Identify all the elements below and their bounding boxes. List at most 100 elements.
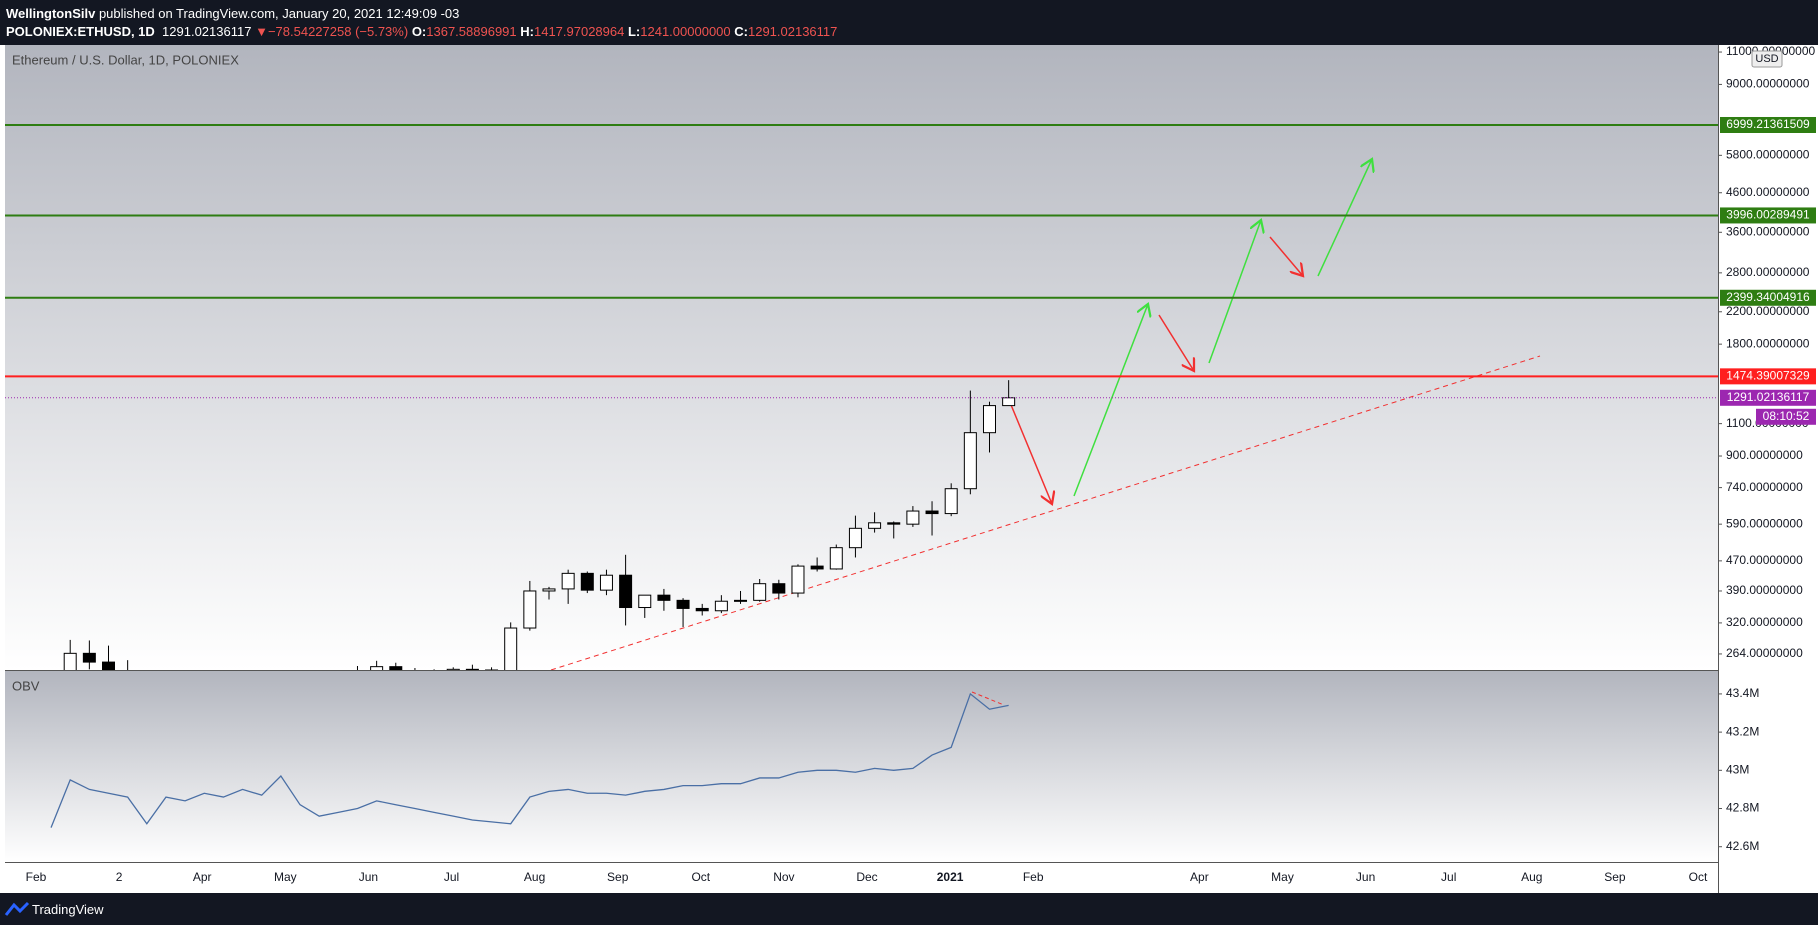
arrow: ▼ (255, 24, 268, 39)
y-tick-label: 42.8M (1726, 801, 1759, 815)
last: 1291.02136117 (162, 24, 252, 39)
last-price-label: 1291.02136117 (1727, 390, 1810, 404)
candle-body (638, 594, 652, 609)
candle-body (810, 565, 824, 570)
candle-body (561, 572, 575, 590)
x-tick-label: 2021 (937, 870, 964, 884)
y-tick-label: 1800.00000000 (1726, 336, 1810, 350)
y-tick-label: 740.00000000 (1726, 480, 1803, 494)
candle-body (465, 668, 479, 670)
candle-body (389, 666, 403, 670)
x-tick-label: Jun (1356, 870, 1375, 884)
candle-body (772, 583, 786, 594)
y-tick-label: 5800.00000000 (1726, 147, 1810, 161)
price-pane (5, 45, 1718, 670)
candle-body (944, 488, 958, 515)
level-label: 3996.00289491 (1726, 208, 1810, 222)
level-box (1720, 116, 1816, 133)
y-tick-label: 264.00000000 (1726, 646, 1803, 660)
x-tick-label: Apr (1190, 870, 1209, 884)
header: WellingtonSilv published on TradingView.… (0, 0, 1818, 45)
x-tick-label: Aug (1521, 870, 1542, 884)
arrow-down (1158, 314, 1194, 371)
l-label: L: (627, 24, 641, 39)
candle-body (676, 599, 690, 609)
candle-body (63, 652, 77, 670)
candle-body (887, 522, 901, 525)
x-tick-label: May (1271, 870, 1294, 884)
level-label: 6999.21361509 (1726, 117, 1810, 131)
candle-body (714, 600, 728, 612)
level-label: 2399.34004916 (1726, 290, 1810, 304)
change: −78.54227258 (−5.73%) (267, 24, 409, 39)
y-tick-label: 43.4M (1726, 686, 1759, 700)
arrow-up (1073, 304, 1148, 497)
candles (63, 380, 1016, 670)
y-tick-label: 3600.00000000 (1726, 224, 1810, 238)
countdown-box (1756, 408, 1816, 425)
candle-body (1002, 397, 1016, 407)
level-label: 1474.39007329 (1726, 369, 1810, 383)
c-label: C: (734, 24, 748, 39)
x-tick-label: Jul (1441, 870, 1456, 884)
x-tick-label: Oct (1689, 870, 1708, 884)
obv-line (50, 692, 1009, 828)
candle-body (906, 510, 920, 525)
candle-body (370, 666, 384, 670)
y-tick-label: 9000.00000000 (1726, 77, 1810, 91)
x-tick-label: Jun (359, 870, 378, 884)
y-tick-label: 2800.00000000 (1726, 265, 1810, 279)
arrow-down (1008, 399, 1052, 504)
candle-body (504, 627, 518, 670)
header-line: POLONIEX:ETHUSD, 1D 1291.02136117 ▼−78.5… (6, 24, 837, 39)
candle-body (542, 588, 556, 592)
y-tick-label: 320.00000000 (1726, 615, 1803, 629)
level-box (1720, 207, 1816, 224)
y-tick-label: 470.00000000 (1726, 553, 1803, 567)
x-tick-label: 2 (116, 870, 123, 884)
candle-body (848, 527, 862, 549)
x-tick-label: Feb (1023, 870, 1044, 884)
candle-body (925, 510, 939, 515)
x-tick-label: Dec (856, 870, 877, 884)
candle-body (657, 594, 671, 601)
open: 1367.58896991 (426, 24, 517, 39)
y-tick-label: 390.00000000 (1726, 583, 1803, 597)
obv-pane (5, 671, 1718, 862)
trend-line (550, 355, 1541, 670)
footer: TradingView (0, 893, 1818, 925)
x-tick-label: Aug (524, 870, 545, 884)
y-tick-label: 43.2M (1726, 724, 1759, 738)
published: published on TradingView.com, January 20… (98, 6, 460, 21)
x-tick-label: Oct (691, 870, 710, 884)
x-tick-label: May (274, 870, 297, 884)
x-tick-label: Feb (26, 870, 47, 884)
candle-body (753, 583, 767, 601)
candle-body (734, 599, 748, 602)
low: 1241.00000000 (640, 24, 731, 39)
arrow-up (1208, 220, 1261, 364)
brand: TradingView (32, 902, 104, 917)
y-tick-label: 42.6M (1726, 839, 1759, 853)
level-box (1720, 289, 1816, 306)
h-label: H: (520, 24, 534, 39)
obv-trend-line (971, 691, 1005, 706)
y-tick-label: 590.00000000 (1726, 516, 1803, 530)
drawings (550, 159, 1541, 670)
y-tick-label: 2200.00000000 (1726, 304, 1810, 318)
x-tick-label: Sep (1604, 870, 1626, 884)
candle-body (82, 652, 96, 663)
candle-body (523, 590, 537, 629)
arrow-up (1317, 159, 1372, 277)
candle-body (868, 522, 882, 529)
author: WellingtonSilv (6, 6, 96, 21)
o-label: O: (411, 24, 427, 39)
x-tick-label: Apr (193, 870, 212, 884)
candle-body (829, 547, 843, 570)
chart: Ethereum / U.S. Dollar, 1D, POLONIEX 264.… (5, 45, 1816, 893)
candle-body (102, 661, 116, 670)
candle-body (446, 668, 460, 670)
symbol: POLONIEX:ETHUSD, 1D (6, 24, 155, 39)
pane-title: OBV (12, 678, 40, 693)
